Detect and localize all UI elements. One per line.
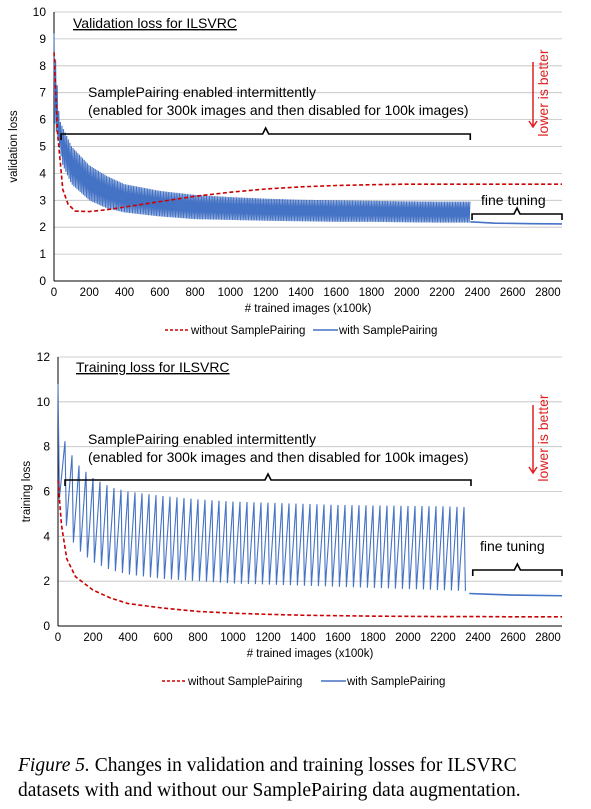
y-axis-title: validation loss: [8, 110, 20, 182]
x-tick-label: 2400: [465, 632, 491, 644]
x-tick-label: 0: [51, 287, 57, 299]
training-loss-chart: 0 2 4 6 8 10 12 0 200 400 600 800 1000 1200 1400 1600 18…: [21, 350, 563, 688]
x-tick-label: 2000: [394, 287, 420, 299]
y-tick-label: 0: [43, 619, 50, 633]
annotation-fine-tuning: fine tuning: [481, 192, 546, 208]
annotation-main-line2: (enabled for 300k images and then disabl…: [88, 102, 469, 118]
y-tick-label: 1: [39, 247, 46, 261]
x-tick-label: 1000: [220, 632, 246, 644]
x-tick-label: 400: [118, 632, 137, 644]
series-without-samplepairing: [53, 52, 562, 213]
legend-label-without: without SamplePairing: [187, 676, 302, 688]
x-tick-label: 1400: [290, 632, 316, 644]
lower-is-better-arrow: [528, 62, 538, 129]
x-tick-label: 2200: [429, 287, 455, 299]
caption-text: Changes in validation and training losse…: [18, 755, 521, 801]
chart-title: Validation loss for ILSVRC: [73, 15, 237, 31]
x-tick-label: 1600: [325, 632, 351, 644]
x-axis-title: # trained images (x100k): [247, 648, 374, 660]
x-tick-label: 600: [153, 632, 172, 644]
x-tick-label: 1600: [323, 287, 349, 299]
x-tick-label: 2600: [500, 287, 526, 299]
with-samplepairing-finetune-line: [470, 221, 563, 225]
x-tick-label: 1400: [288, 287, 314, 299]
caption-lead: Figure 5.: [18, 755, 90, 776]
x-tick-label: 600: [150, 287, 169, 299]
x-tick-label: 200: [83, 632, 102, 644]
x-tick-label: 2000: [395, 632, 421, 644]
x-tick-label: 800: [188, 632, 207, 644]
y-axis-title: training loss: [21, 461, 33, 523]
annotation-lower-is-better: lower is better: [535, 49, 551, 136]
x-tick-label: 1800: [360, 632, 386, 644]
annotation-main-line1: SamplePairing enabled intermittently: [88, 431, 316, 447]
with-samplepairing-oscillation: [57, 383, 466, 592]
series-with-samplepairing: [53, 33, 563, 225]
figure-caption: Figure 5. Changes in validation and trai…: [18, 753, 578, 803]
validation-loss-chart: 0 1 2 3 4 5 6 7 8 9 10 0 200 400 600 800 1000 1200 1400 160…: [8, 5, 563, 337]
y-tick-label: 8: [43, 440, 50, 454]
x-tick-label: 200: [80, 287, 99, 299]
legend-label-with: with SamplePairing: [346, 676, 445, 688]
y-tick-label: 10: [33, 5, 47, 19]
y-tick-label: 4: [39, 166, 46, 180]
with-samplepairing-finetune-line: [469, 592, 563, 597]
y-tick-label: 2: [43, 574, 50, 588]
y-tick-label: 3: [39, 193, 46, 207]
y-tick-label: 7: [39, 86, 46, 100]
bracket-samplepairing: [64, 472, 472, 486]
series-without-samplepairing: [57, 480, 562, 618]
x-tick-label: 0: [55, 632, 61, 644]
annotation-main-line2: (enabled for 300k images and then disabl…: [88, 449, 469, 465]
y-tick-label: 5: [39, 140, 46, 154]
x-tick-label: 2200: [430, 632, 456, 644]
legend-label-without: without SamplePairing: [190, 325, 305, 337]
x-tick-label: 1800: [359, 287, 385, 299]
chart-title: Training loss for ILSVRC: [76, 359, 230, 375]
x-tick-label: 2800: [535, 287, 561, 299]
x-tick-label: 400: [115, 287, 134, 299]
annotation-main-line1: SamplePairing enabled intermittently: [88, 84, 316, 100]
x-tick-label: 800: [186, 287, 205, 299]
annotation-fine-tuning: fine tuning: [480, 538, 545, 554]
x-tick-label: 2800: [535, 632, 561, 644]
with-samplepairing-oscillation: [53, 33, 471, 223]
y-tick-label: 0: [39, 274, 46, 288]
x-tick-label: 1200: [253, 287, 279, 299]
x-tick-label: 2600: [500, 632, 526, 644]
y-tick-label: 6: [39, 113, 46, 127]
y-tick-label: 6: [43, 485, 50, 499]
x-tick-label: 1200: [255, 632, 281, 644]
x-axis-title: # trained images (x100k): [245, 303, 372, 315]
lower-is-better-arrow: [528, 405, 538, 475]
y-tick-label: 8: [39, 59, 46, 73]
legend-label-with: with SamplePairing: [338, 325, 437, 337]
annotation-lower-is-better: lower is better: [535, 394, 551, 481]
y-tick-label: 4: [43, 529, 50, 543]
x-tick-label: 1000: [218, 287, 244, 299]
bracket-fine-tuning: [471, 206, 563, 220]
bracket-fine-tuning: [471, 562, 563, 576]
x-tick-label: 2400: [465, 287, 491, 299]
y-tick-label: 12: [37, 350, 51, 364]
y-tick-label: 9: [39, 32, 46, 46]
series-with-samplepairing: [57, 383, 563, 597]
y-tick-label: 10: [37, 395, 51, 409]
bracket-samplepairing: [60, 126, 472, 140]
y-tick-label: 2: [39, 220, 46, 234]
